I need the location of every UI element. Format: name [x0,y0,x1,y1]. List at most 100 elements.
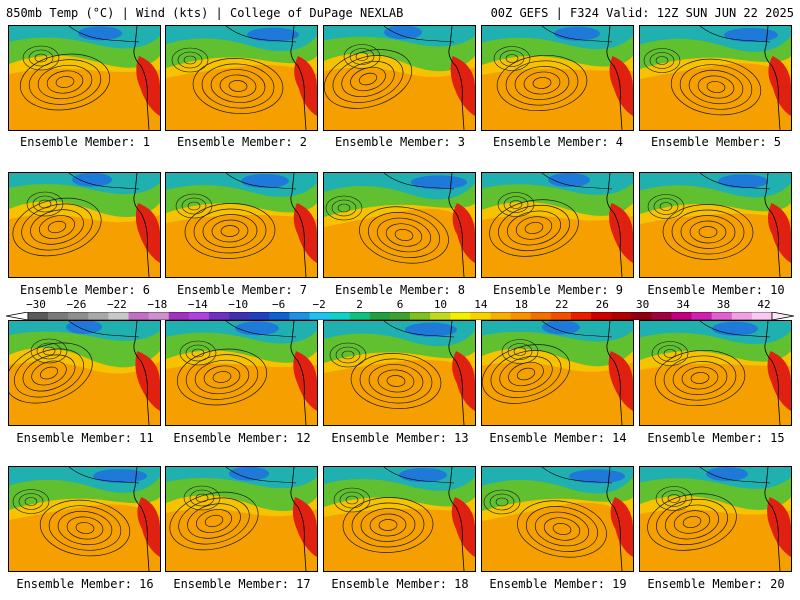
colorbar-bin [188,312,210,320]
colorbar-bin [510,312,532,320]
member-caption: Ensemble Member: 1 [19,135,151,149]
member-map [323,320,476,426]
colorbar-bin [48,312,69,320]
colorbar-bin [249,312,270,320]
colorbar-min-arrow [6,312,29,320]
member-caption: Ensemble Member: 15 [647,431,785,445]
colorbar-bin [309,312,330,320]
colorbar-tick-label: −18 [147,298,168,311]
colorbar-bin [329,312,351,320]
colorbar-bin [148,312,170,320]
colorbar-bin [450,312,471,320]
colorbar-bin [490,312,511,320]
member-map [639,466,792,572]
member-caption: Ensemble Member: 10 [647,283,785,297]
colorbar-bin [208,312,230,320]
member-caption: Ensemble Member: 13 [331,431,469,445]
colorbar-bin [631,312,652,320]
member-caption: Ensemble Member: 19 [489,577,627,591]
member-caption: Ensemble Member: 16 [16,577,154,591]
colorbar-max-arrow [771,312,794,320]
colorbar-bin [68,312,89,320]
colorbar-bin [470,312,491,320]
colorbar-bin [530,312,552,320]
colorbar: −30 −26 −22 −18 −14 −10 −6 −2 2 6 10 14 18 22 26 30 34 38… [6,298,794,320]
colorbar-tick-label: 2 [356,298,363,311]
member-map [639,172,792,278]
colorbar-tick-label: 34 [676,298,690,311]
colorbar-bin [651,312,672,320]
colorbar-bin [28,312,49,320]
member-map [8,172,161,278]
member-map [323,466,476,572]
colorbar-tick-label: 26 [595,298,609,311]
colorbar-bin [269,312,290,320]
header-title: 850mb Temp (°C) | Wind (kts) | College o… [6,6,404,20]
colorbar-bin [550,312,572,320]
colorbar-tick-label: −26 [66,298,87,311]
member-caption: Ensemble Member: 6 [19,283,151,297]
colorbar-tick-label: 6 [396,298,404,311]
member-map [481,466,634,572]
colorbar-bin [349,312,371,320]
colorbar-tick-label: 30 [636,298,650,311]
member-caption: Ensemble Member: 4 [492,135,624,149]
colorbar-tick-label: −30 [26,298,46,311]
colorbar-tick-label: 38 [716,298,731,311]
colorbar-tick-label: −2 [312,298,326,311]
header-valid-time: 00Z GEFS | F324 Valid: 12Z SUN JUN 22 20… [490,6,794,20]
colorbar-bin [108,312,129,320]
colorbar-bin [591,312,612,320]
colorbar-bin [88,312,109,320]
member-map [481,25,634,131]
member-map [165,172,318,278]
colorbar-bin [671,312,692,320]
member-caption: Ensemble Member: 11 [16,431,154,445]
member-map [165,466,318,572]
colorbar-tick-label: 42 [757,298,771,311]
member-caption: Ensemble Member: 20 [647,577,785,591]
member-caption: Ensemble Member: 12 [173,431,311,445]
member-map [639,320,792,426]
member-map [639,25,792,131]
member-map [481,172,634,278]
colorbar-bin [410,312,431,320]
colorbar-tick-label: 14 [474,298,488,311]
colorbar-bin [711,312,733,320]
member-map [323,25,476,131]
member-map [8,25,161,131]
colorbar-bar [6,312,794,320]
colorbar-bin [751,312,773,320]
header: 850mb Temp (°C) | Wind (kts) | College o… [0,0,800,24]
member-caption: Ensemble Member: 5 [650,135,782,149]
member-map [8,466,161,572]
colorbar-bin [229,312,250,320]
member-map [323,172,476,278]
colorbar-bin [691,312,712,320]
colorbar-tick-label: −22 [106,298,127,311]
colorbar-bin [128,312,149,320]
member-map [165,25,318,131]
colorbar-bin [389,312,411,320]
colorbar-tick-label: 22 [555,298,569,311]
member-caption: Ensemble Member: 8 [334,283,466,297]
member-caption: Ensemble Member: 18 [331,577,469,591]
colorbar-tick-label: 10 [433,298,448,311]
member-caption: Ensemble Member: 14 [489,431,627,445]
colorbar-bin [430,312,451,320]
member-map [481,320,634,426]
member-map [165,320,318,426]
colorbar-tick-label: 18 [514,298,528,311]
colorbar-tick-label: −14 [187,298,208,311]
member-caption: Ensemble Member: 9 [492,283,624,297]
member-caption: Ensemble Member: 3 [334,135,466,149]
colorbar-tick-label: −6 [272,298,286,311]
colorbar-bin [369,312,391,320]
member-caption: Ensemble Member: 7 [176,283,308,297]
colorbar-bin [611,312,632,320]
colorbar-bin [289,312,310,320]
colorbar-bin [570,312,592,320]
member-caption: Ensemble Member: 17 [173,577,311,591]
colorbar-tick-label: −10 [228,298,249,311]
colorbar-bin [168,312,190,320]
